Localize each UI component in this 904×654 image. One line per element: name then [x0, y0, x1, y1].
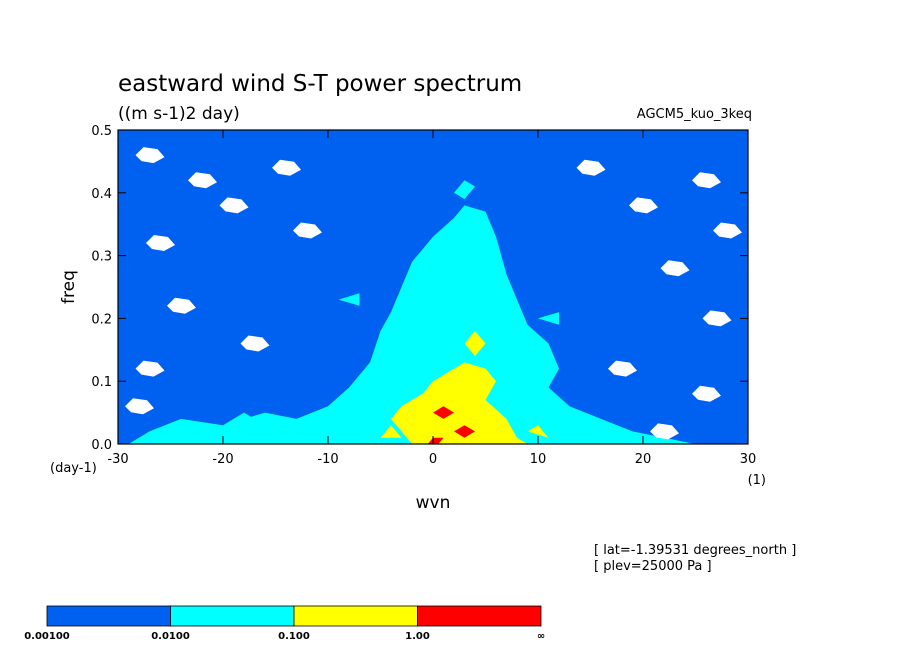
x-tick-label-4: 0	[429, 452, 437, 467]
contour-region-level-3-3	[380, 425, 402, 438]
low-power-patch-13	[660, 260, 690, 277]
y-tick-label-5: 0.4	[91, 187, 112, 202]
contour-region-level-4-3	[427, 437, 444, 444]
low-power-patch-7	[240, 335, 270, 352]
x-axis-label: wvn	[416, 493, 451, 513]
low-power-patch-4	[219, 197, 249, 214]
chart-title: eastward wind S-T power spectrum	[118, 71, 522, 97]
contour-region-level-3-1	[391, 362, 528, 444]
colorbar-segment-4	[417, 605, 542, 627]
low-power-patch-16	[692, 385, 721, 402]
contour-region-level-4-1	[433, 406, 454, 419]
y-axis-unit: (day-1)	[50, 461, 97, 476]
contour-region-level-2-1	[128, 205, 696, 444]
x-tick-label-2: -20	[212, 452, 233, 467]
axis-ticks: -30 -20 -10 0 10 20 30 0.0 0.1 0.2 0.3 0.4 0.5	[91, 124, 756, 467]
low-power-patch-14	[702, 310, 732, 327]
colorbar-label-2: 0.0100	[151, 631, 190, 642]
contour-region-level-3-4	[527, 425, 549, 438]
low-power-patch-17	[650, 423, 679, 440]
low-power-patch-12	[692, 172, 721, 189]
colorbar-label-5: ∞	[537, 631, 545, 642]
x-tick-label-7: 30	[740, 452, 757, 467]
y-axis-label: freq	[59, 270, 79, 304]
contour-region-level-4-2	[454, 425, 475, 438]
colorbar-segment-2	[170, 605, 295, 627]
y-tick-label-3: 0.2	[91, 312, 112, 327]
low-power-patch-8	[135, 360, 165, 377]
low-power-patch-10	[576, 159, 606, 176]
chart-units: ((m s-1)2 day)	[118, 104, 240, 124]
low-power-patch-6	[167, 297, 196, 314]
x-tick-label-1: -30	[107, 452, 128, 467]
colorbar-segment-3	[293, 605, 418, 627]
low-power-patch-15	[608, 360, 637, 377]
low-power-patch-11	[629, 197, 658, 214]
contour-region-level-2-5	[223, 412, 265, 426]
colorbar-segment-1	[46, 605, 171, 627]
model-name: AGCM5_kuo_3keq	[637, 107, 752, 122]
contour-region-level-2-4	[538, 312, 559, 325]
plev-info: [ plev=25000 Pa ]	[594, 559, 712, 574]
y-tick-label-2: 0.1	[91, 375, 112, 390]
contour-region-level-2-3	[338, 293, 360, 306]
low-power-patch-5	[272, 159, 301, 176]
contour-region-level-2-2	[454, 180, 475, 200]
colorbar: 0.00100 0.0100 0.100 1.00 ∞	[24, 605, 545, 642]
y-tick-label-4: 0.3	[91, 250, 112, 265]
x-tick-label-3: -10	[317, 452, 338, 467]
x-axis-unit: (1)	[748, 473, 766, 488]
low-power-patch-18	[125, 398, 154, 415]
x-tick-label-6: 20	[635, 452, 652, 467]
colorbar-label-1: 0.00100	[24, 631, 70, 642]
low-power-patch-19	[713, 222, 742, 239]
low-power-patch-1	[135, 147, 165, 164]
colorbar-label-4: 1.00	[405, 631, 430, 642]
plot-area	[118, 130, 748, 444]
low-power-patch-9	[293, 222, 322, 239]
colorbar-label-3: 0.100	[278, 631, 310, 642]
x-tick-label-5: 10	[530, 452, 547, 467]
contour-region-level-3-2	[464, 331, 486, 357]
y-tick-label-6: 0.5	[91, 124, 112, 139]
low-power-patch-2	[188, 172, 217, 189]
y-tick-label-1: 0.0	[91, 438, 112, 453]
low-power-patch-3	[146, 235, 175, 251]
lat-info: [ lat=-1.39531 degrees_north ]	[594, 543, 796, 558]
